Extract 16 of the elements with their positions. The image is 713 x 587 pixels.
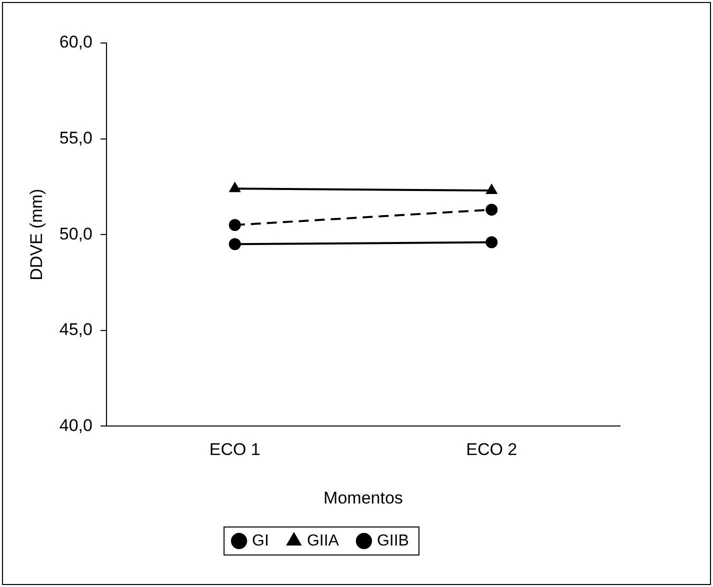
legend-label: GI xyxy=(252,532,269,550)
y-tick-label: 40,0 xyxy=(59,416,92,435)
x-axis-title: Momentos xyxy=(324,488,403,508)
y-tick-label: 50,0 xyxy=(59,224,92,244)
legend-label: GIIA xyxy=(306,532,340,550)
y-tick-label: 60,0 xyxy=(59,32,92,52)
point xyxy=(486,204,498,216)
point xyxy=(228,238,241,250)
point xyxy=(486,236,498,248)
y-tick-label: 45,0 xyxy=(59,320,92,340)
x-tick-label: ECO 1 xyxy=(209,440,260,460)
legend-label: GIIB xyxy=(376,532,409,550)
point xyxy=(228,219,241,232)
y-tick-label: 55,0 xyxy=(59,128,92,148)
y-axis-title: DDVE (mm) xyxy=(26,188,46,280)
x-tick-label: ECO 2 xyxy=(466,440,518,460)
